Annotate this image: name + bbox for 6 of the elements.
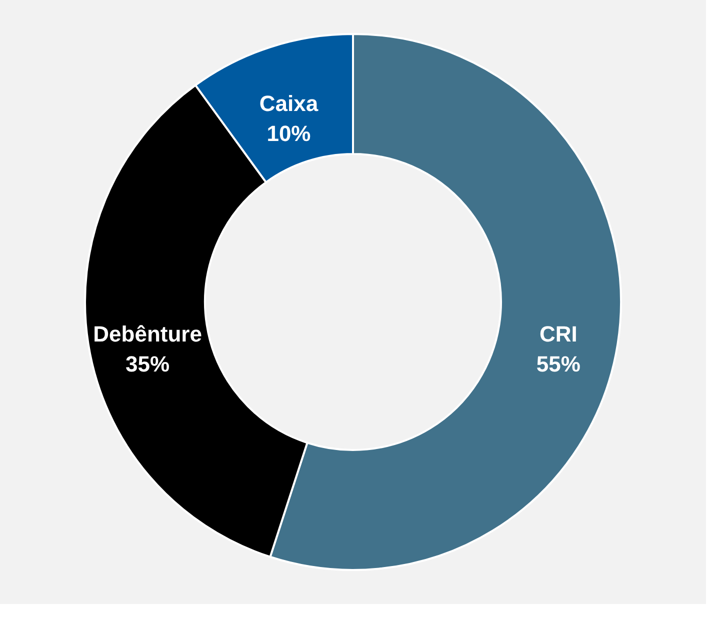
data-label: 35% xyxy=(126,352,170,377)
slice-label: CRI xyxy=(539,322,578,347)
slice-label: Debênture xyxy=(93,322,202,347)
data-label: 10% xyxy=(266,121,311,146)
slice-label: Caixa xyxy=(259,91,319,116)
data-label: 55% xyxy=(536,352,580,377)
